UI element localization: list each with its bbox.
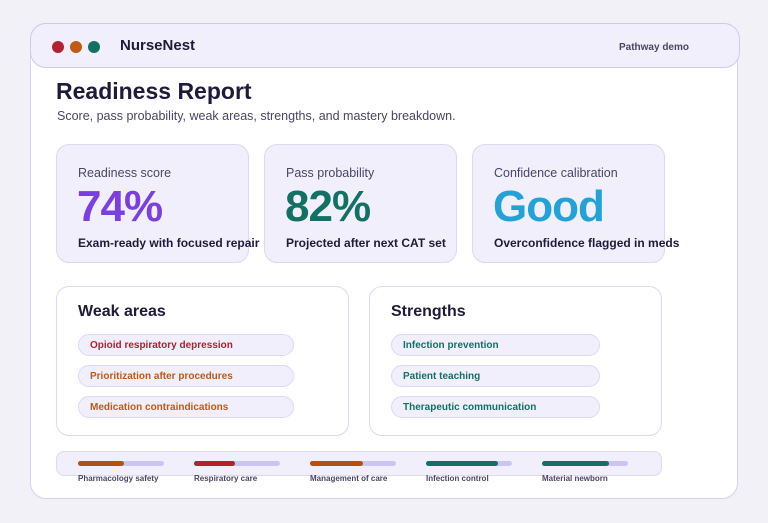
mastery-track — [426, 461, 512, 466]
title-bar: NurseNest Pathway demo — [30, 23, 740, 68]
mastery-fill — [78, 461, 125, 466]
metric-label: Readiness score — [78, 166, 172, 180]
weak-area-chip[interactable]: Prioritization after procedures — [78, 365, 294, 387]
confidence-calibration-card: Confidence calibration Good Overconfiden… — [472, 144, 679, 263]
mastery-track — [78, 461, 164, 466]
weak-area-chip[interactable]: Medication contraindications — [78, 396, 294, 418]
metric-caption: Projected after next CAT set — [286, 236, 446, 250]
mastery-label: Respiratory care — [194, 474, 258, 483]
mastery-label: Pharmacology safety — [78, 474, 159, 483]
mastery-item-material-newborn: Material newborn — [542, 461, 628, 483]
mastery-fill — [194, 461, 236, 466]
mastery-track — [542, 461, 628, 466]
mastery-fill — [542, 461, 610, 466]
strengths-panel: Strengths Infection prevention Patient t… — [369, 286, 662, 436]
metric-label: Confidence calibration — [494, 166, 618, 180]
close-window-icon[interactable] — [52, 41, 64, 53]
metric-label: Pass probability — [286, 166, 375, 180]
metric-value: Good — [493, 182, 605, 231]
strength-chip[interactable]: Patient teaching — [391, 365, 600, 387]
page-title: Readiness Report — [56, 78, 252, 104]
weak-area-chip[interactable]: Opioid respiratory depression — [78, 334, 294, 356]
strength-chip[interactable]: Therapeutic communication — [391, 396, 600, 418]
mastery-item-respiratory-care: Respiratory care — [194, 461, 280, 483]
mastery-track — [310, 461, 396, 466]
mastery-item-infection-control: Infection control — [426, 461, 512, 483]
maximize-window-icon[interactable] — [88, 41, 100, 53]
app-name: NurseNest — [120, 37, 196, 54]
mastery-breakdown: Pharmacology safety Respiratory care Man… — [56, 451, 662, 483]
metric-value: 74% — [77, 182, 163, 231]
weak-areas-heading: Weak areas — [78, 303, 166, 320]
mastery-item-pharmacology-safety: Pharmacology safety — [78, 461, 164, 483]
weak-areas-panel: Weak areas Opioid respiratory depression… — [56, 286, 349, 436]
metric-caption: Overconfidence flagged in meds — [494, 236, 680, 250]
mastery-fill — [426, 461, 499, 466]
mastery-label: Material newborn — [542, 474, 608, 483]
page-subtitle: Score, pass probability, weak areas, str… — [57, 109, 456, 123]
strengths-heading: Strengths — [391, 303, 466, 320]
mastery-item-management-of-care: Management of care — [310, 461, 396, 483]
mastery-track — [194, 461, 280, 466]
mastery-fill — [310, 461, 364, 466]
metric-value: 82% — [285, 182, 371, 231]
readiness-score-card: Readiness score 74% Exam-ready with focu… — [56, 144, 259, 263]
minimize-window-icon[interactable] — [70, 41, 82, 53]
pass-probability-card: Pass probability 82% Projected after nex… — [264, 144, 457, 263]
mastery-label: Infection control — [426, 474, 489, 483]
app-window: NurseNest Pathway demo Readiness Report … — [30, 23, 740, 499]
strength-chip[interactable]: Infection prevention — [391, 334, 600, 356]
mode-label: Pathway demo — [618, 42, 689, 53]
mastery-label: Management of care — [310, 474, 388, 483]
metric-caption: Exam-ready with focused repair — [78, 236, 260, 250]
